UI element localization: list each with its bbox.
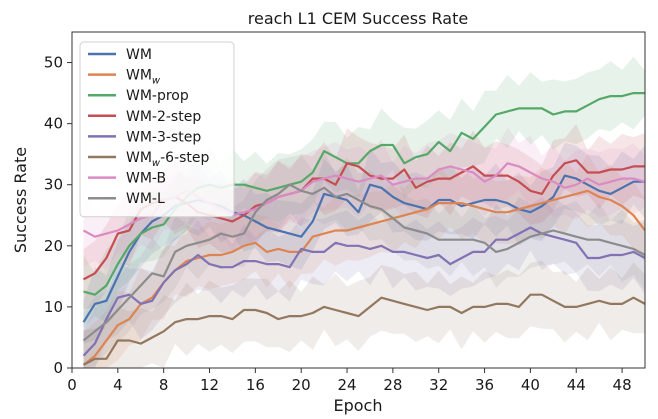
x-tick-label: 36	[475, 376, 494, 394]
legend-label: WMw	[126, 68, 161, 87]
band-wmw	[83, 154, 645, 368]
legend-label: WM	[126, 47, 152, 63]
chart-title: reach L1 CEM Success Rate	[248, 9, 468, 28]
y-tick-label: 30	[44, 176, 63, 194]
legend-box	[79, 41, 235, 218]
x-tick-label: 48	[613, 376, 632, 394]
y-tick-label: 10	[44, 298, 63, 316]
line-wmw-6-step	[82, 293, 646, 366]
y-tick-label: 0	[53, 359, 63, 377]
y-tick-label: 20	[44, 237, 63, 255]
x-tick-label: 32	[429, 376, 448, 394]
x-tick-label: 4	[113, 376, 123, 394]
y-tick-label: 40	[44, 115, 63, 133]
x-axis-label: Epoch	[334, 396, 383, 415]
band-wm-prop	[83, 56, 645, 329]
line-wm-l	[82, 183, 646, 342]
x-tick-label: 8	[159, 376, 169, 394]
x-tick-label: 16	[246, 376, 265, 394]
legend-label: WMw-6-step	[126, 150, 210, 169]
legend-label: WM-B	[126, 171, 166, 187]
band-wmw-6-step	[83, 260, 645, 368]
band-wm-2-step	[83, 123, 645, 310]
x-axis-ticks: 0 4 8 12 16 20 24 28 32 36 40 44 48	[67, 368, 632, 394]
x-tick-label: 20	[292, 376, 311, 394]
legend-label: WM-L	[126, 191, 165, 207]
y-tick-label: 50	[44, 54, 63, 72]
x-tick-label: 0	[67, 376, 77, 394]
x-tick-label: 12	[200, 376, 219, 394]
legend-label: WM-3-step	[126, 129, 201, 145]
x-tick-label: 44	[567, 376, 586, 394]
x-tick-label: 40	[521, 376, 540, 394]
legend-label: WM-2-step	[126, 109, 201, 125]
legend-label: WM-prop	[126, 88, 189, 104]
x-tick-label: 28	[383, 376, 402, 394]
line-wm-3-step	[82, 226, 646, 357]
x-tick-label: 24	[337, 376, 356, 394]
y-axis-ticks: 0 10 20 30 40 50	[44, 54, 72, 377]
plot-frame	[71, 31, 646, 369]
y-axis-label: Success Rate	[11, 147, 30, 253]
